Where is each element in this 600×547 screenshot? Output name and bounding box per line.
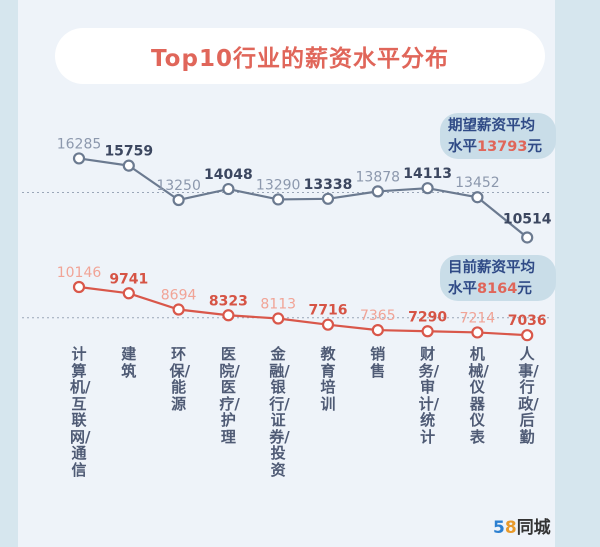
data-label: 9741 — [109, 271, 148, 287]
series-line — [78, 285, 528, 337]
category-label: 机械/仪器仪表 — [468, 345, 489, 446]
data-point — [222, 309, 235, 322]
data-label: 16285 — [57, 136, 102, 152]
data-point — [421, 325, 434, 338]
data-point — [371, 185, 384, 198]
data-label: 8694 — [161, 288, 197, 304]
data-point — [272, 193, 285, 206]
data-label: 7365 — [360, 308, 396, 324]
data-label: 7716 — [309, 303, 348, 319]
category-label: 金融/银行/证券/投资 — [269, 345, 290, 479]
data-label: 13452 — [455, 175, 500, 191]
chart-title: Top10行业的薪资水平分布 — [151, 46, 449, 72]
data-label: 10514 — [503, 211, 552, 227]
category-label: 建筑 — [121, 345, 137, 380]
legend-unit: 元 — [517, 281, 532, 297]
data-point — [521, 329, 534, 342]
legend-prefix: 水平 — [448, 281, 477, 297]
data-label: 14048 — [204, 167, 253, 183]
legend-line1: 目前薪资平均 — [448, 260, 535, 276]
data-point — [72, 280, 86, 294]
legend-unit: 元 — [527, 139, 542, 155]
data-label: 7214 — [460, 310, 496, 326]
data-point — [321, 318, 335, 331]
data-point — [371, 324, 384, 337]
legend-expected-average: 期望薪资平均 水平13793元 — [440, 113, 556, 159]
category-label: 销售 — [370, 345, 386, 380]
data-label: 13338 — [304, 177, 353, 193]
data-point — [421, 182, 434, 195]
data-label: 8113 — [260, 297, 296, 313]
data-point — [172, 303, 185, 316]
category-label: 人事/行政/后勤 — [518, 345, 539, 446]
data-label: 7036 — [508, 313, 547, 329]
data-label: 15759 — [104, 144, 153, 160]
data-point — [471, 326, 484, 339]
58-tongcheng-logo: 58同城 — [493, 518, 551, 538]
data-point — [72, 152, 86, 165]
legend-prefix: 水平 — [448, 139, 477, 155]
legend-value: 8164 — [477, 281, 518, 297]
title-pill: Top10行业的薪资水平分布 — [55, 28, 545, 84]
data-label: 13290 — [256, 177, 301, 193]
data-label: 13250 — [156, 178, 201, 194]
category-label: 教育培训 — [320, 345, 336, 413]
data-point — [172, 193, 185, 207]
category-label: 计算机/互联网/通信 — [70, 345, 91, 479]
data-label: 8323 — [209, 293, 248, 309]
legend-current-average: 目前薪资平均 水平8164元 — [440, 255, 556, 301]
data-point — [122, 287, 135, 300]
data-label: 14113 — [403, 166, 452, 182]
data-point — [321, 192, 335, 205]
data-point — [471, 191, 484, 204]
data-point — [272, 312, 285, 325]
category-label: 环保/能源 — [169, 345, 191, 413]
series-line — [78, 157, 528, 239]
category-label: 医院/医疗/护理 — [219, 345, 240, 446]
data-label: 13878 — [356, 169, 401, 185]
category-label: 财务/审计/统计 — [418, 345, 440, 446]
data-label: 7290 — [408, 309, 447, 325]
data-point — [222, 182, 235, 196]
data-point — [521, 231, 534, 244]
data-label: 10146 — [57, 265, 102, 281]
legend-line1: 期望薪资平均 — [448, 118, 535, 134]
data-point — [122, 159, 135, 172]
legend-value: 13793 — [477, 139, 528, 155]
